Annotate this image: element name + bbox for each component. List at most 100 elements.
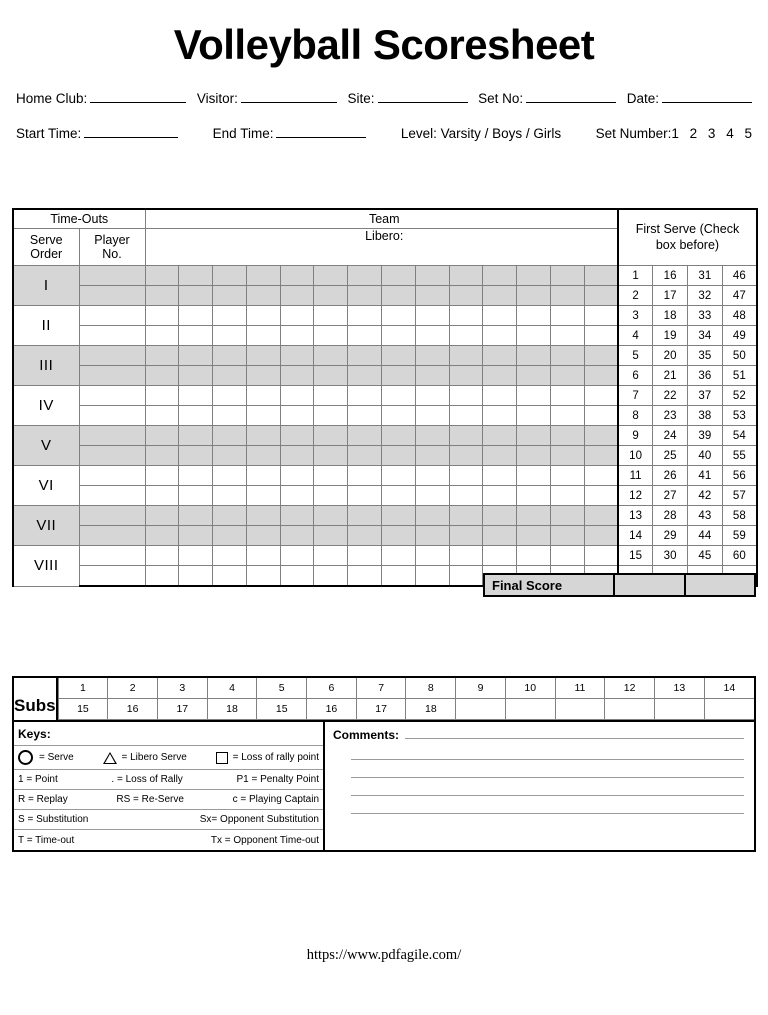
score-cell[interactable] (279, 425, 315, 446)
player-no-cell[interactable] (78, 385, 146, 406)
score-cell[interactable] (549, 385, 585, 406)
score-cell[interactable] (279, 305, 315, 326)
score-cell[interactable] (583, 345, 619, 366)
first-serve-number-cell[interactable]: 3 (616, 305, 654, 326)
score-cell[interactable] (313, 465, 349, 486)
score-cell[interactable] (380, 345, 416, 366)
score-cell[interactable] (245, 365, 281, 386)
first-serve-number-cell[interactable]: 12 (616, 485, 654, 506)
first-serve-number-cell[interactable]: 1 (616, 265, 654, 286)
subs-cell-bottom[interactable] (654, 698, 705, 720)
score-cell[interactable] (414, 365, 450, 386)
score-cell[interactable] (144, 365, 180, 386)
score-cell[interactable] (279, 505, 315, 526)
comments-input-line-4[interactable] (351, 778, 744, 796)
score-cell[interactable] (516, 525, 551, 546)
score-cell[interactable] (414, 265, 450, 286)
score-cell[interactable] (380, 385, 416, 406)
subs-cell-bottom[interactable] (554, 698, 606, 720)
score-cell[interactable] (380, 285, 416, 306)
score-cell[interactable] (414, 505, 450, 526)
score-cell[interactable] (144, 265, 180, 286)
score-cell[interactable] (245, 285, 281, 306)
score-cell[interactable] (448, 445, 484, 466)
field-visitor[interactable]: Visitor: (197, 90, 337, 106)
score-cell[interactable] (482, 445, 518, 466)
score-cell[interactable] (583, 425, 619, 446)
score-cell[interactable] (516, 545, 551, 566)
field-home-club-input[interactable] (90, 90, 187, 104)
player-no-cell[interactable] (78, 265, 146, 286)
first-serve-number-cell[interactable]: 41 (686, 465, 723, 486)
score-cell[interactable] (482, 325, 518, 346)
field-date[interactable]: Date: (627, 90, 752, 106)
first-serve-number-cell[interactable]: 10 (616, 445, 654, 466)
first-serve-number-cell[interactable]: 49 (721, 325, 758, 346)
first-serve-number-cell[interactable]: 52 (721, 385, 758, 406)
subs-cell-top[interactable]: 3 (156, 678, 208, 699)
score-cell[interactable] (212, 425, 247, 446)
score-cell[interactable] (279, 345, 315, 366)
score-cell[interactable] (549, 365, 585, 386)
score-cell[interactable] (212, 285, 247, 306)
subs-cell-top[interactable]: 14 (703, 678, 754, 699)
score-cell[interactable] (448, 305, 484, 326)
score-cell[interactable] (313, 405, 349, 426)
first-serve-number-cell[interactable]: 14 (616, 525, 654, 546)
score-cell[interactable] (144, 305, 180, 326)
first-serve-number-cell[interactable]: 54 (721, 425, 758, 446)
first-serve-number-cell[interactable]: 40 (686, 445, 723, 466)
score-cell[interactable] (212, 525, 247, 546)
first-serve-number-cell[interactable]: 57 (721, 485, 758, 506)
first-serve-number-cell[interactable]: 2 (616, 285, 654, 306)
score-cell[interactable] (178, 445, 214, 466)
score-cell[interactable] (279, 565, 315, 587)
score-cell[interactable] (245, 525, 281, 546)
score-cell[interactable] (347, 345, 382, 366)
subs-cell-bottom[interactable]: 17 (156, 698, 208, 720)
score-cell[interactable] (482, 425, 518, 446)
score-cell[interactable] (482, 485, 518, 506)
score-cell[interactable] (144, 285, 180, 306)
score-cell[interactable] (583, 265, 619, 286)
field-site[interactable]: Site: (347, 90, 468, 106)
first-serve-number-cell[interactable]: 36 (686, 365, 723, 386)
score-cell[interactable] (380, 305, 416, 326)
score-cell[interactable] (178, 305, 214, 326)
score-cell[interactable] (347, 545, 382, 566)
score-cell[interactable] (583, 365, 619, 386)
first-serve-number-cell[interactable]: 30 (652, 545, 688, 566)
score-cell[interactable] (279, 465, 315, 486)
score-cell[interactable] (313, 385, 349, 406)
score-cell[interactable] (245, 565, 281, 587)
score-cell[interactable] (144, 525, 180, 546)
player-no-cell[interactable] (78, 445, 146, 466)
first-serve-number-cell[interactable]: 16 (652, 265, 688, 286)
score-cell[interactable] (516, 485, 551, 506)
player-no-cell[interactable] (78, 545, 146, 566)
score-cell[interactable] (212, 505, 247, 526)
field-set-no[interactable]: Set No: (478, 90, 617, 106)
player-no-cell[interactable] (78, 405, 146, 426)
player-no-cell[interactable] (78, 285, 146, 306)
set-number-option-5[interactable]: 5 (744, 126, 752, 142)
score-cell[interactable] (482, 305, 518, 326)
score-cell[interactable] (212, 385, 247, 406)
score-cell[interactable] (549, 265, 585, 286)
score-cell[interactable] (178, 465, 214, 486)
score-cell[interactable] (212, 545, 247, 566)
player-no-cell[interactable] (78, 325, 146, 346)
first-serve-number-cell[interactable]: 55 (721, 445, 758, 466)
first-serve-number-cell[interactable]: 38 (686, 405, 723, 426)
final-score-cell-1[interactable] (613, 573, 686, 597)
score-cell[interactable] (245, 305, 281, 326)
first-serve-number-cell[interactable]: 18 (652, 305, 688, 326)
score-cell[interactable] (549, 325, 585, 346)
subs-cell-bottom[interactable]: 16 (107, 698, 158, 720)
score-cell[interactable] (178, 505, 214, 526)
score-cell[interactable] (414, 305, 450, 326)
first-serve-number-cell[interactable]: 48 (721, 305, 758, 326)
score-cell[interactable] (313, 565, 349, 587)
score-cell[interactable] (448, 265, 484, 286)
field-end-time-input[interactable] (276, 125, 367, 139)
